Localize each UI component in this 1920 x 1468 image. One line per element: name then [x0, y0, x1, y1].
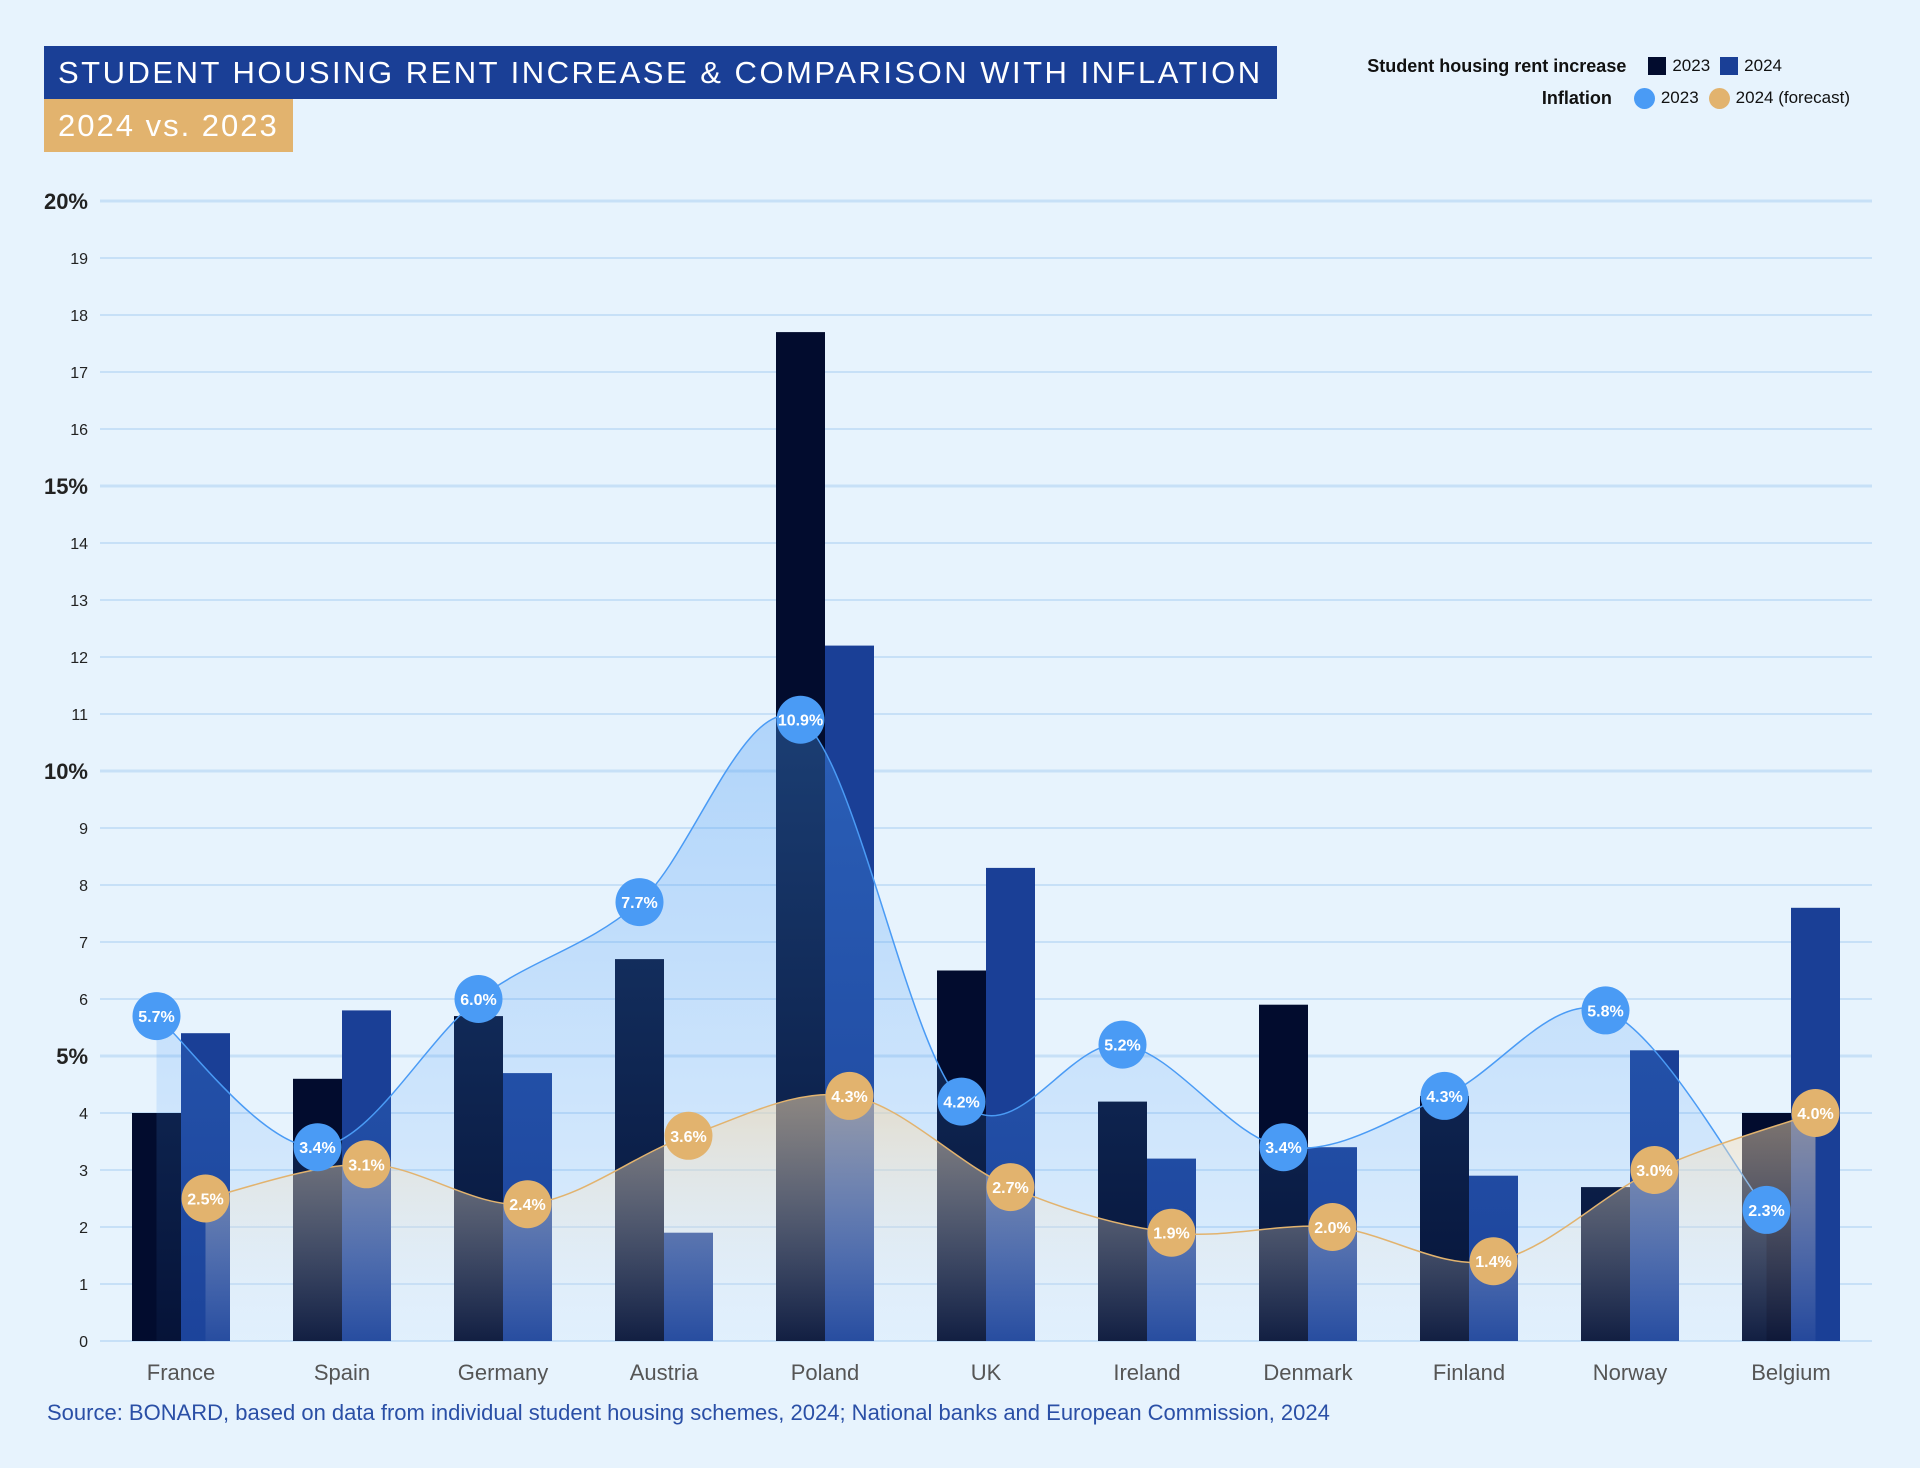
inflation-2023-label: 3.4% [299, 1140, 335, 1157]
legend-infl-2024: 2024 (forecast) [1708, 87, 1850, 109]
source-note: Source: BONARD, based on data from indiv… [47, 1400, 1330, 1425]
x-tick-label: Belgium [1751, 1360, 1830, 1385]
x-tick-label: Denmark [1263, 1360, 1353, 1385]
inflation-2024-label: 4.0% [1797, 1106, 1833, 1123]
inflation-2023-label: 5.2% [1104, 1038, 1140, 1055]
y-tick-label: 6 [79, 992, 88, 1009]
inflation-2024-point [1469, 1237, 1518, 1286]
inflation-2024-label: 1.4% [1475, 1254, 1511, 1271]
inflation-2023-label: 6.0% [460, 992, 496, 1009]
legend-inflation-label: Inflation [1541, 87, 1612, 108]
inflation-2024-label: 3.0% [1636, 1163, 1672, 1180]
chart-title: STUDENT HOUSING RENT INCREASE & COMPARIS… [44, 46, 1277, 99]
x-tick-label: Spain [314, 1360, 370, 1385]
inflation-2023-point [615, 878, 664, 927]
inflation-2024-point [664, 1111, 713, 1160]
inflation-2023-point [1259, 1123, 1308, 1172]
x-tick-label: Austria [630, 1360, 699, 1385]
x-tick-label: UK [971, 1360, 1002, 1385]
inflation-2024-point [181, 1174, 230, 1223]
y-tick-label: 17 [70, 365, 88, 382]
legend-text: 2023 [1660, 88, 1699, 107]
inflation-2023-point [1581, 986, 1630, 1035]
inflation-2024-area [205, 1094, 1816, 1341]
legend: Student housing rent increase 2023 2024 … [1367, 50, 1860, 114]
inflation-2024-label: 4.3% [831, 1089, 867, 1106]
legend-rent-label: Student housing rent increase [1367, 55, 1627, 76]
x-tick-label: Norway [1593, 1360, 1668, 1385]
y-tick-label: 13 [70, 593, 88, 610]
inflation-2024-label: 2.0% [1314, 1220, 1350, 1237]
y-tick-label: 2 [79, 1220, 88, 1237]
y-tick-label: 10% [44, 759, 88, 784]
inflation-2024-label: 2.5% [187, 1192, 223, 1209]
inflation-2024-point [1308, 1203, 1357, 1251]
x-tick-label: Poland [791, 1360, 860, 1385]
x-tick-label: Ireland [1113, 1360, 1180, 1385]
inflation-2023-point [132, 992, 181, 1041]
y-tick-label: 9 [79, 821, 88, 838]
inflation-2023-label: 2.3% [1748, 1203, 1784, 1220]
inflation-2023-point [1098, 1020, 1147, 1069]
y-tick-label: 3 [79, 1163, 88, 1180]
inflation-2024-point [1147, 1208, 1196, 1257]
y-tick-label: 4 [79, 1106, 88, 1123]
inflation-2023-point [776, 695, 825, 744]
y-tick-label: 20% [44, 189, 88, 214]
inflation-2023-label: 3.4% [1265, 1140, 1301, 1157]
inflation-2023-point [937, 1077, 986, 1126]
y-tick-label: 16 [70, 422, 88, 439]
inflation-2023-point [454, 975, 503, 1023]
y-tick-label: 18 [70, 308, 88, 325]
y-tick-label: 19 [70, 251, 88, 268]
inflation-2023-point [1742, 1185, 1791, 1234]
y-tick-label: 12 [70, 650, 88, 667]
inflation-2023-area [156, 715, 1767, 1341]
inflation-2023-label: 5.7% [138, 1009, 174, 1026]
y-tick-label: 0 [79, 1334, 88, 1351]
inflation-2023-label: 7.7% [621, 895, 657, 912]
inflation-2024-label: 3.6% [670, 1129, 706, 1146]
inflation-2024-point [503, 1180, 552, 1229]
x-tick-label: France [147, 1360, 215, 1385]
x-tick-label: Germany [458, 1360, 548, 1385]
x-tick-label: Finland [1433, 1360, 1505, 1385]
inflation-2023-label: 5.8% [1587, 1003, 1623, 1020]
inflation-2024-point [1630, 1146, 1679, 1194]
inflation-2023-point [293, 1123, 342, 1172]
inflation-2023-line [156, 714, 1768, 1211]
legend-rent-2023: 2023 [1648, 56, 1710, 76]
y-tick-label: 8 [79, 878, 88, 895]
inflation-2024-label: 1.9% [1153, 1226, 1189, 1243]
y-tick-label: 14 [70, 536, 88, 553]
y-tick-label: 11 [71, 707, 88, 724]
y-tick-label: 5% [56, 1044, 88, 1069]
y-tick-label: 7 [79, 935, 88, 952]
legend-text: 2024 [1744, 56, 1782, 75]
y-tick-label: 15% [44, 474, 88, 499]
inflation-2023-label: 4.2% [943, 1095, 979, 1112]
inflation-2023-label: 4.3% [1426, 1089, 1462, 1106]
inflation-2023-label: 10.9% [778, 713, 823, 730]
legend-infl-2023: 2023 [1633, 87, 1699, 109]
inflation-2024-point [1791, 1089, 1840, 1137]
inflation-2024-label: 2.4% [509, 1197, 545, 1214]
legend-text: 2024 (forecast) [1735, 88, 1850, 107]
inflation-2024-point [825, 1071, 874, 1120]
legend-text: 2023 [1672, 56, 1711, 75]
chart-subtitle: 2024 vs. 2023 [44, 99, 293, 152]
inflation-2024-label: 3.1% [348, 1157, 384, 1174]
inflation-2023-point [1420, 1071, 1469, 1120]
legend-rent-2024: 2024 [1720, 56, 1782, 76]
inflation-2024-label: 2.7% [992, 1180, 1028, 1197]
inflation-2024-point [342, 1140, 391, 1189]
y-tick-label: 1 [79, 1277, 88, 1294]
inflation-2024-point [986, 1163, 1035, 1212]
